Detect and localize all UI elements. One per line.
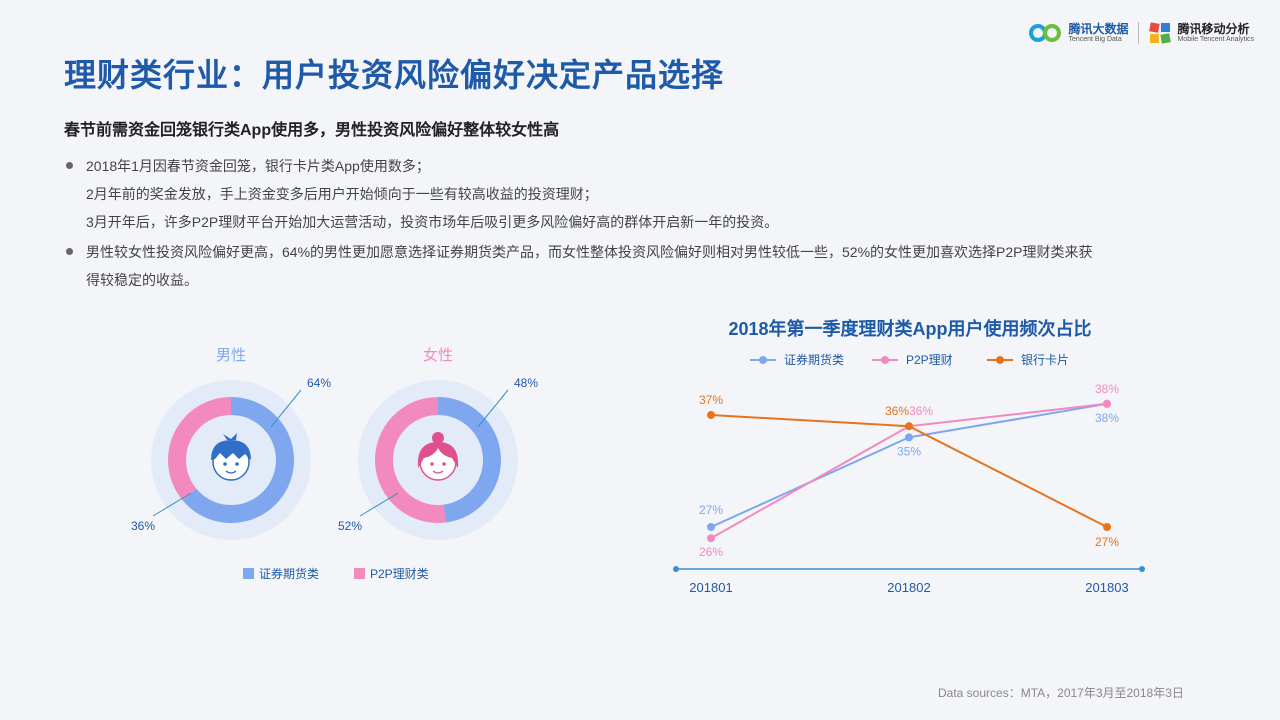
mta-logo: 腾讯移动分析 Mobile Tencent Analytics	[1149, 22, 1254, 44]
data-point	[707, 534, 715, 543]
bullet-item: 2018年1月因春节资金回笼，银行卡片类App使用数多； 2月年前的奖金发放，手…	[64, 152, 1214, 236]
data-point	[1103, 399, 1111, 408]
eye	[235, 462, 239, 466]
legend-label: P2P理财	[906, 353, 953, 367]
subtitle: 春节前需资金回笼银行类App使用多，男性投资风险偏好整体较女性高	[64, 122, 560, 139]
data-point	[1103, 523, 1111, 531]
slice-label: 64%	[307, 376, 331, 390]
donut-chart-female: 女性 48% 52%	[338, 346, 538, 540]
series-line	[710, 414, 1108, 528]
logo-cn-text: 腾讯大数据	[1068, 22, 1129, 37]
page-title: 理财类行业：用户投资风险偏好决定产品选择	[64, 57, 725, 93]
slice-label: 48%	[514, 376, 538, 390]
data-source: Data sources：MTA，2017年3月至2018年3日	[938, 686, 1184, 700]
donut-title: 男性	[216, 347, 246, 364]
data-label: 35%	[897, 444, 921, 458]
data-label: 26%	[699, 545, 723, 559]
bullet-line: 2月年前的奖金发放，手上资金变多后用户开始倾向于一些有较高收益的投资理财；	[86, 186, 598, 202]
chart-title: 2018年第一季度理财类App用户使用频次占比	[728, 318, 1091, 339]
x-tick-label: 201803	[1085, 580, 1128, 595]
eye	[430, 462, 434, 466]
donut-slice	[182, 397, 294, 524]
leader-line	[270, 389, 302, 428]
cross-logo-icon	[1149, 22, 1172, 44]
donut-chart-male: 男性 64% 36%	[131, 347, 331, 540]
legend-marker	[881, 356, 889, 364]
leader-line	[359, 492, 399, 517]
data-label: 27%	[699, 503, 723, 517]
data-point	[905, 422, 913, 431]
infinity-logo-icon	[1029, 24, 1062, 42]
legend-marker	[759, 356, 767, 364]
data-label: 27%	[1095, 535, 1119, 549]
data-label: 38%	[1095, 411, 1119, 425]
logo-en-text: Tencent Big Data	[1068, 35, 1122, 43]
legend-swatch	[243, 568, 254, 579]
slice-label: 52%	[338, 519, 362, 533]
boy-face-icon	[211, 433, 251, 481]
legend-label: 银行卡片	[1021, 353, 1069, 367]
donut-title: 女性	[423, 346, 453, 364]
data-label: 38%	[1095, 382, 1119, 396]
slice-label: 36%	[131, 519, 155, 533]
donut-slice	[375, 397, 446, 523]
bullet-line: 3月开年后，许多P2P理财平台开始加大运营活动，投资市场年后吸引更多风险偏好高的…	[86, 214, 779, 230]
logos: 腾讯大数据 Tencent Big Data 腾讯移动分析 Mobile Ten…	[1028, 22, 1254, 44]
logo-cn-text: 腾讯移动分析	[1177, 22, 1250, 37]
hair	[211, 440, 251, 460]
eye	[223, 462, 227, 466]
x-tick-label: 201802	[887, 580, 930, 595]
logo-divider	[1138, 22, 1140, 44]
bullet-item: 男性较女性投资风险偏好更高，64%的男性更加愿意选择证券期货类产品，而女性整体投…	[64, 238, 1214, 294]
tencent-big-data-logo: 腾讯大数据 Tencent Big Data	[1028, 23, 1128, 43]
data-point	[905, 433, 913, 442]
donut-slice	[168, 397, 231, 501]
girl-face-icon	[417, 432, 459, 481]
bullet-list: 2018年1月因春节资金回笼，银行卡片类App使用数多； 2月年前的奖金发放，手…	[64, 152, 1214, 296]
legend-swatch	[354, 568, 365, 579]
donut-slice	[438, 397, 502, 523]
mouth	[432, 470, 444, 474]
x-tick-label: 201801	[689, 580, 732, 595]
bullet-line: 得较稳定的收益。	[86, 272, 198, 288]
hair-bun	[432, 432, 444, 444]
logo-en-text: Mobile Tencent Analytics	[1177, 35, 1254, 43]
legend-marker	[996, 356, 1004, 364]
data-label: 36%	[909, 404, 933, 418]
legend-label: 证券期货类	[784, 352, 844, 367]
legend-label: 证券期货类	[259, 566, 319, 581]
pie-legend: 证券期货类 P2P理财类	[243, 566, 429, 581]
data-point	[707, 411, 715, 419]
leader-line	[477, 389, 509, 428]
data-label: 37%	[699, 393, 723, 407]
data-point	[707, 523, 715, 531]
axis-end	[1139, 566, 1145, 572]
leader-line	[152, 492, 192, 517]
hair	[417, 442, 459, 468]
data-label: 36%	[885, 404, 909, 418]
legend-label: P2P理财类	[370, 567, 429, 581]
eye	[442, 462, 446, 466]
bullet-line: 2018年1月因春节资金回笼，银行卡片类App使用数多；	[86, 158, 430, 174]
bullet-line: 男性较女性投资风险偏好更高，64%的男性更加愿意选择证券期货类产品，而女性整体投…	[86, 244, 1093, 260]
mouth	[225, 470, 237, 474]
axis-end	[673, 566, 679, 572]
hair-tuft	[223, 433, 237, 440]
